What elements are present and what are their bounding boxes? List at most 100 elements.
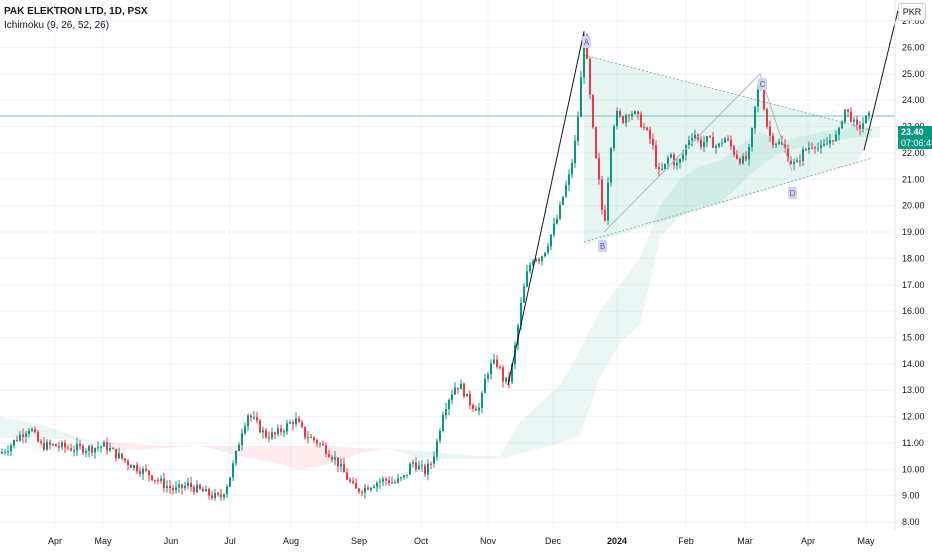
candle-body [550,235,552,247]
candle-body [124,459,126,461]
candle-body [829,140,831,143]
cloud-segment [444,453,448,459]
breakout-projection-line [864,11,898,151]
y-tick-label: 26.00 [902,42,925,52]
x-tick-label: 2024 [607,536,627,546]
cloud-segment [272,446,276,463]
cloud-segment [284,446,288,467]
candle-body [493,360,495,364]
candle-body [196,485,198,492]
candle-body [604,210,606,221]
candle-body [217,493,219,495]
x-tick-label: Feb [678,536,694,546]
candle-body [529,265,531,271]
cloud-segment [624,274,628,339]
candle-body [763,89,765,109]
cloud-segment [512,429,516,456]
candle-body [454,388,456,395]
candle-body [727,139,729,140]
candle-body [682,155,684,159]
candle-body [745,156,747,159]
candle-body [505,377,507,381]
candle-body [97,447,99,448]
candle-body [748,147,750,159]
cloud-segment [464,455,468,459]
candle-body [184,486,186,488]
candle-body [610,148,612,182]
candle-body [352,481,354,483]
currency-button[interactable]: PKR [898,3,926,21]
candle-body [574,141,576,163]
cloud-segment [572,358,576,439]
cloud-segment [636,258,640,328]
candle-body [799,160,801,161]
candle-body [775,144,777,145]
candle-body [316,440,318,444]
candle-body [847,109,849,111]
cloud-segment [380,448,384,450]
cloud-segment [500,449,504,458]
cloud-segment [280,446,284,466]
candle-body [91,446,93,452]
cloud-segment [260,446,264,461]
candle-body [415,462,417,469]
candle-body [397,478,399,482]
x-tick-label: Sep [351,536,367,546]
cloud-segment [608,295,612,363]
candle-body [205,489,207,492]
candle-body [49,442,51,445]
cloud-segment [268,446,272,462]
cloud-segment [504,442,508,457]
cloud-segment [420,451,424,459]
candle-body [658,167,660,169]
candle-body [601,179,603,209]
candle-body [112,448,114,449]
candle-body [61,443,63,447]
cloud-segment [160,446,164,449]
candle-body [649,130,651,139]
candle-body [274,432,276,434]
cloud-segment [288,446,292,468]
cloud-segment [480,456,484,459]
candle-body [232,463,234,477]
cloud-segment [404,449,408,454]
cloud-segment [396,449,400,452]
candle-body [367,488,369,491]
candle-body [439,431,441,441]
cloud-segment [492,456,496,459]
candle-body [805,149,807,150]
x-tick-label: May [94,536,112,546]
cloud-segment [292,446,296,469]
x-tick-label: Apr [48,536,62,546]
cloud-segment [364,448,368,453]
candle-body [253,417,255,418]
cloud-segment [524,415,528,453]
candle-body [826,144,828,145]
candle-body [346,472,348,479]
x-tick-label: May [857,536,875,546]
candle-body [571,163,573,174]
cloud-segment [472,455,476,458]
cloud-segment [48,427,52,438]
candle-body [355,483,357,488]
y-tick-label: 19.00 [902,227,925,237]
indicator-legend[interactable]: Ichimoku (9, 26, 52, 26) [4,20,109,31]
price-axis[interactable]: 8.009.0010.0011.0012.0013.0014.0015.0016… [895,0,925,530]
candle-body [547,246,549,252]
candle-body [370,488,372,490]
candle-body [145,469,147,471]
cloud-segment [412,450,416,457]
x-tick-label: Aug [283,536,299,546]
candle-body [751,128,753,147]
candle-body [46,442,48,449]
candle-body [634,111,636,114]
bar-countdown: 07:06:43 [898,137,932,149]
cloud-segment [620,280,624,343]
candle-body [115,449,117,458]
candle-body [103,442,105,446]
x-tick-label: Jun [164,536,179,546]
candle-body [280,428,282,431]
